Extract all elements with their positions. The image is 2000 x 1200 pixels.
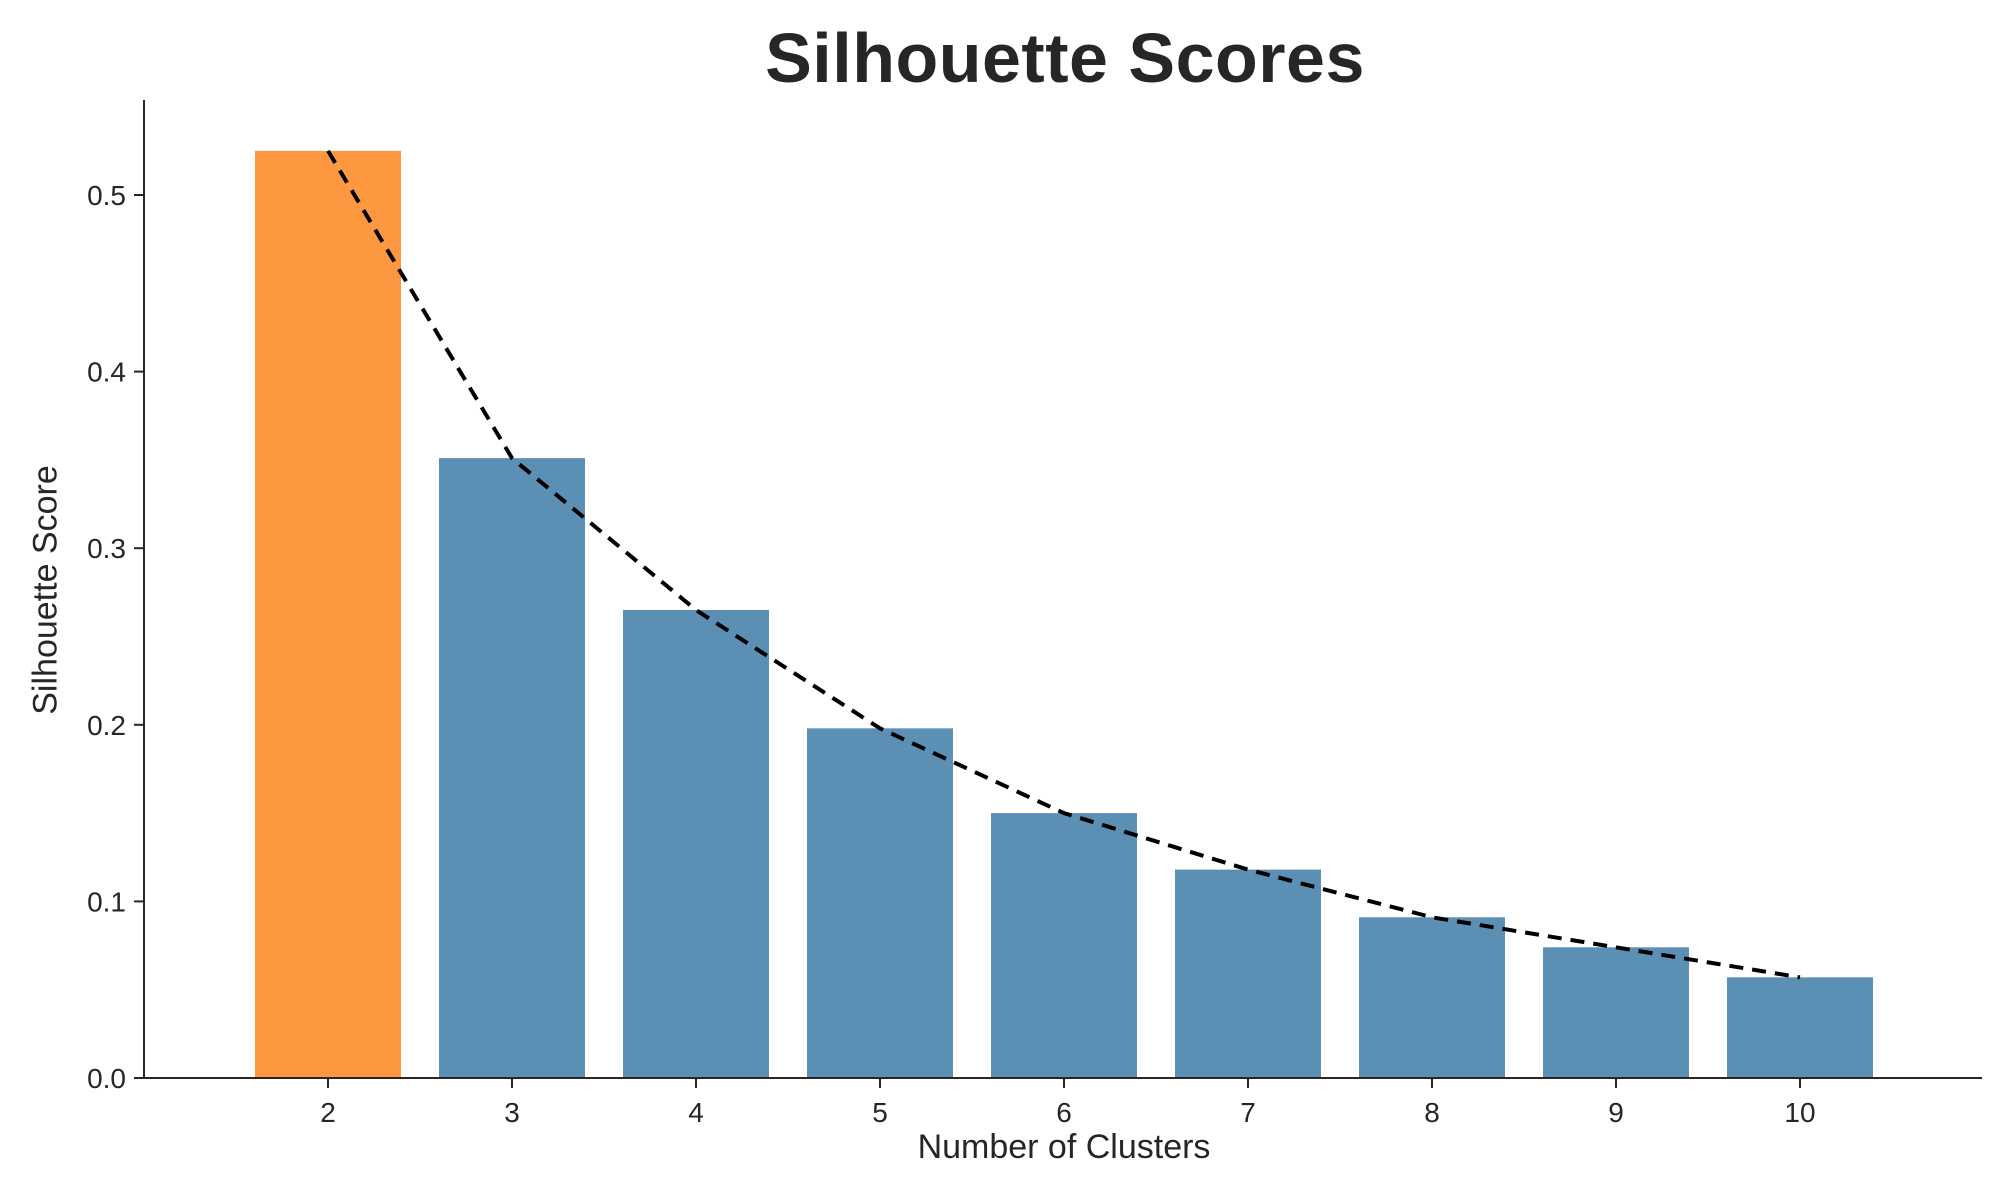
chart-title: Silhouette Scores: [765, 19, 1365, 97]
y-tick-label: 0.2: [87, 710, 126, 741]
bar-7: [1175, 869, 1321, 1078]
x-tick-label: 8: [1424, 1097, 1440, 1128]
trend-line: [326, 149, 1801, 980]
bar-3: [439, 458, 585, 1078]
x-tick-label: 10: [1784, 1097, 1815, 1128]
x-axis-label: Number of Clusters: [917, 1128, 1211, 1166]
bar-9: [1543, 947, 1689, 1078]
x-tick-label: 7: [1240, 1097, 1256, 1128]
bar-10: [1727, 977, 1873, 1078]
bar-8: [1359, 917, 1505, 1078]
bar-4: [623, 610, 769, 1078]
bar-5: [807, 728, 953, 1078]
x-tick-label: 3: [504, 1097, 520, 1128]
ticks-layer: 0.0 0.1 0.2 0.3 0.4 0.5 2 3 4 5 6 7 8 9 10: [87, 180, 1816, 1128]
trend-line-layer: [326, 149, 1801, 980]
x-tick-label: 9: [1608, 1097, 1624, 1128]
bar-6: [991, 813, 1137, 1078]
y-tick-label: 0.0: [87, 1063, 126, 1094]
y-tick-label: 0.1: [87, 886, 126, 917]
y-axis-label: Silhouette Score: [26, 465, 65, 715]
y-tick-label: 0.4: [87, 357, 126, 388]
bar-2: [255, 150, 401, 1079]
y-tick-label: 0.3: [87, 533, 126, 564]
x-tick-label: 4: [688, 1097, 704, 1128]
x-tick-label: 5: [872, 1097, 888, 1128]
x-tick-label: 2: [320, 1097, 336, 1128]
y-tick-label: 0.5: [87, 180, 126, 211]
bars-layer: [255, 150, 1873, 1079]
x-tick-label: 6: [1056, 1097, 1072, 1128]
